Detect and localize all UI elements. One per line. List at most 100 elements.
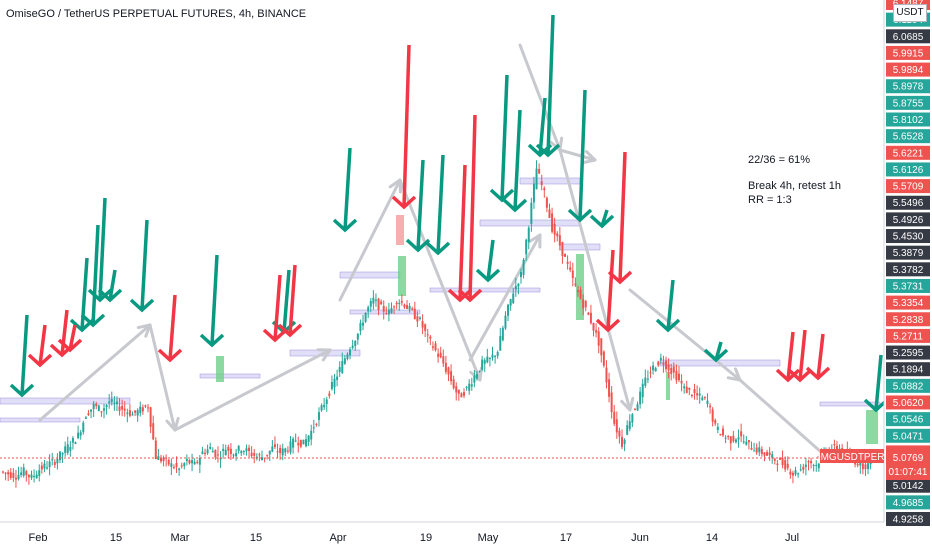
candle-body [349,349,352,356]
candle-body [185,458,188,461]
price-label: 5.8755 [893,98,924,109]
candle-body [53,461,56,465]
price-label-bg [886,212,930,227]
green-down-arrow-head [332,218,358,233]
candle-body [509,299,512,306]
signal-zone [866,410,878,444]
time-tick-label: Apr [329,532,346,544]
candle-body [685,386,688,394]
candle-body [530,202,533,224]
price-label-bg [886,495,930,510]
candle-body [374,299,377,301]
candle-body [172,467,175,469]
candle-body [636,404,639,411]
candle-body [457,389,460,394]
candle-body [134,410,137,413]
candle-body [35,474,38,479]
price-label-bg [886,312,930,327]
candle-body [147,407,150,409]
candle-body [468,383,471,391]
candle-body [271,446,274,452]
candle-body [336,376,339,380]
candle-body [463,392,466,396]
candle-body [79,432,82,436]
candle-body [17,474,20,479]
candle-body [703,397,706,399]
candle-body [380,301,383,305]
candle-body [817,463,820,469]
candle-body [284,448,287,453]
red-down-arrow [606,249,615,331]
candle-body [602,351,605,366]
price-label: 5.3731 [893,281,924,292]
candle-body [214,450,217,458]
green-down-arrow [578,89,587,221]
trend-arrowhead [558,136,564,152]
candle-body [631,414,634,423]
red-down-arrow-head [607,270,633,285]
price-label: 5.2711 [893,331,923,342]
candle-body [644,377,647,386]
price-label-bg [886,62,930,77]
candle-body [97,405,100,411]
price-label-bg [886,295,930,310]
trend-arrow [518,43,562,152]
chart-title: OmiseGO / TetherUS PERPETUAL FUTURES, 4h… [6,8,307,20]
candle-body [279,447,282,454]
candle-body [418,317,421,319]
price-label: 5.3782 [893,265,924,276]
candle-body [242,451,245,453]
candle-body [719,434,722,436]
price-label: 4.9258 [893,515,924,526]
candle-body [753,450,756,452]
candle-body [338,367,341,372]
price-label-bg [886,262,930,277]
price-label-bg [886,195,930,210]
candle-body [450,371,453,382]
currency-button[interactable]: USDT [893,4,927,22]
candle-body [621,436,624,448]
trend-arrowhead [628,396,635,412]
trend-arrowhead [726,376,742,382]
candle-body [429,336,432,339]
candle-body [71,438,74,443]
candle-body [364,312,367,322]
candle-body [522,259,525,275]
candle-body [488,357,491,359]
red-down-arrow-head [447,288,473,303]
red-down-arrow [168,294,177,361]
candle-body [170,463,173,467]
candle-body [507,304,510,316]
candle-body [354,340,357,346]
price-label-bg [886,278,930,293]
candle-body [281,448,284,456]
candle-body [595,330,598,333]
candle-body [408,306,411,310]
trend-arrows-layer [38,43,832,462]
price-label: 5.0546 [893,415,924,426]
candle-body [183,463,186,467]
candle-body [421,321,424,328]
candle-body [328,393,331,396]
candle-body [346,354,349,360]
candle-body [807,461,810,463]
candle-body [22,467,25,476]
candle-body [110,399,113,402]
candle-body [776,463,779,465]
candle-body [343,358,346,364]
candle-body [499,336,502,351]
candle-body [209,446,212,449]
candle-body [763,452,766,456]
price-label: 5.1894 [893,365,924,376]
red-down-arrow-head [391,195,417,210]
candle-body [618,430,621,437]
candle-body [864,464,867,470]
candle-body [260,457,263,461]
candle-body [77,432,80,439]
green-down-arrow-head [87,288,113,303]
candle-body [727,436,730,438]
candle-body [835,445,838,450]
candle-body [372,297,375,304]
time-tick-label: 15 [110,532,122,544]
candle-body [856,463,859,466]
